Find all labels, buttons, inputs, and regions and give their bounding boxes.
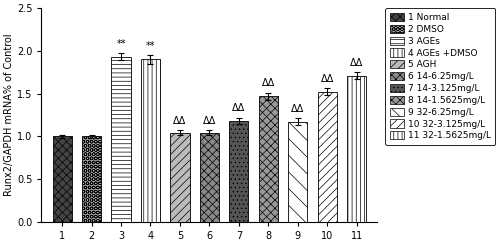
Text: ΔΔ: ΔΔ [203,116,216,126]
Text: ΔΔ: ΔΔ [320,74,334,84]
Text: **: ** [116,39,126,49]
Bar [52,136,72,222]
Bar [82,136,101,222]
Text: ΔΔ: ΔΔ [262,78,275,88]
Bar [141,60,160,222]
Bar [318,92,337,222]
Text: ΔΔ: ΔΔ [232,103,245,113]
Bar [288,122,308,222]
Bar [347,76,366,222]
Bar [259,96,278,222]
Text: ΔΔ: ΔΔ [350,58,364,68]
Y-axis label: Runx2/GAPDH mRNA% of Control: Runx2/GAPDH mRNA% of Control [4,34,14,196]
Legend: 1 Normal, 2 DMSO, 3 AGEs, 4 AGEs +DMSO, 5 AGH, 6 14-6.25mg/L, 7 14-3.125mg/L, 8 : 1 Normal, 2 DMSO, 3 AGEs, 4 AGEs +DMSO, … [385,8,496,145]
Bar [170,133,190,222]
Bar [230,121,248,222]
Bar [112,57,130,222]
Text: **: ** [146,41,155,51]
Text: ΔΔ: ΔΔ [174,116,186,126]
Text: ΔΔ: ΔΔ [291,104,304,114]
Bar [200,133,219,222]
